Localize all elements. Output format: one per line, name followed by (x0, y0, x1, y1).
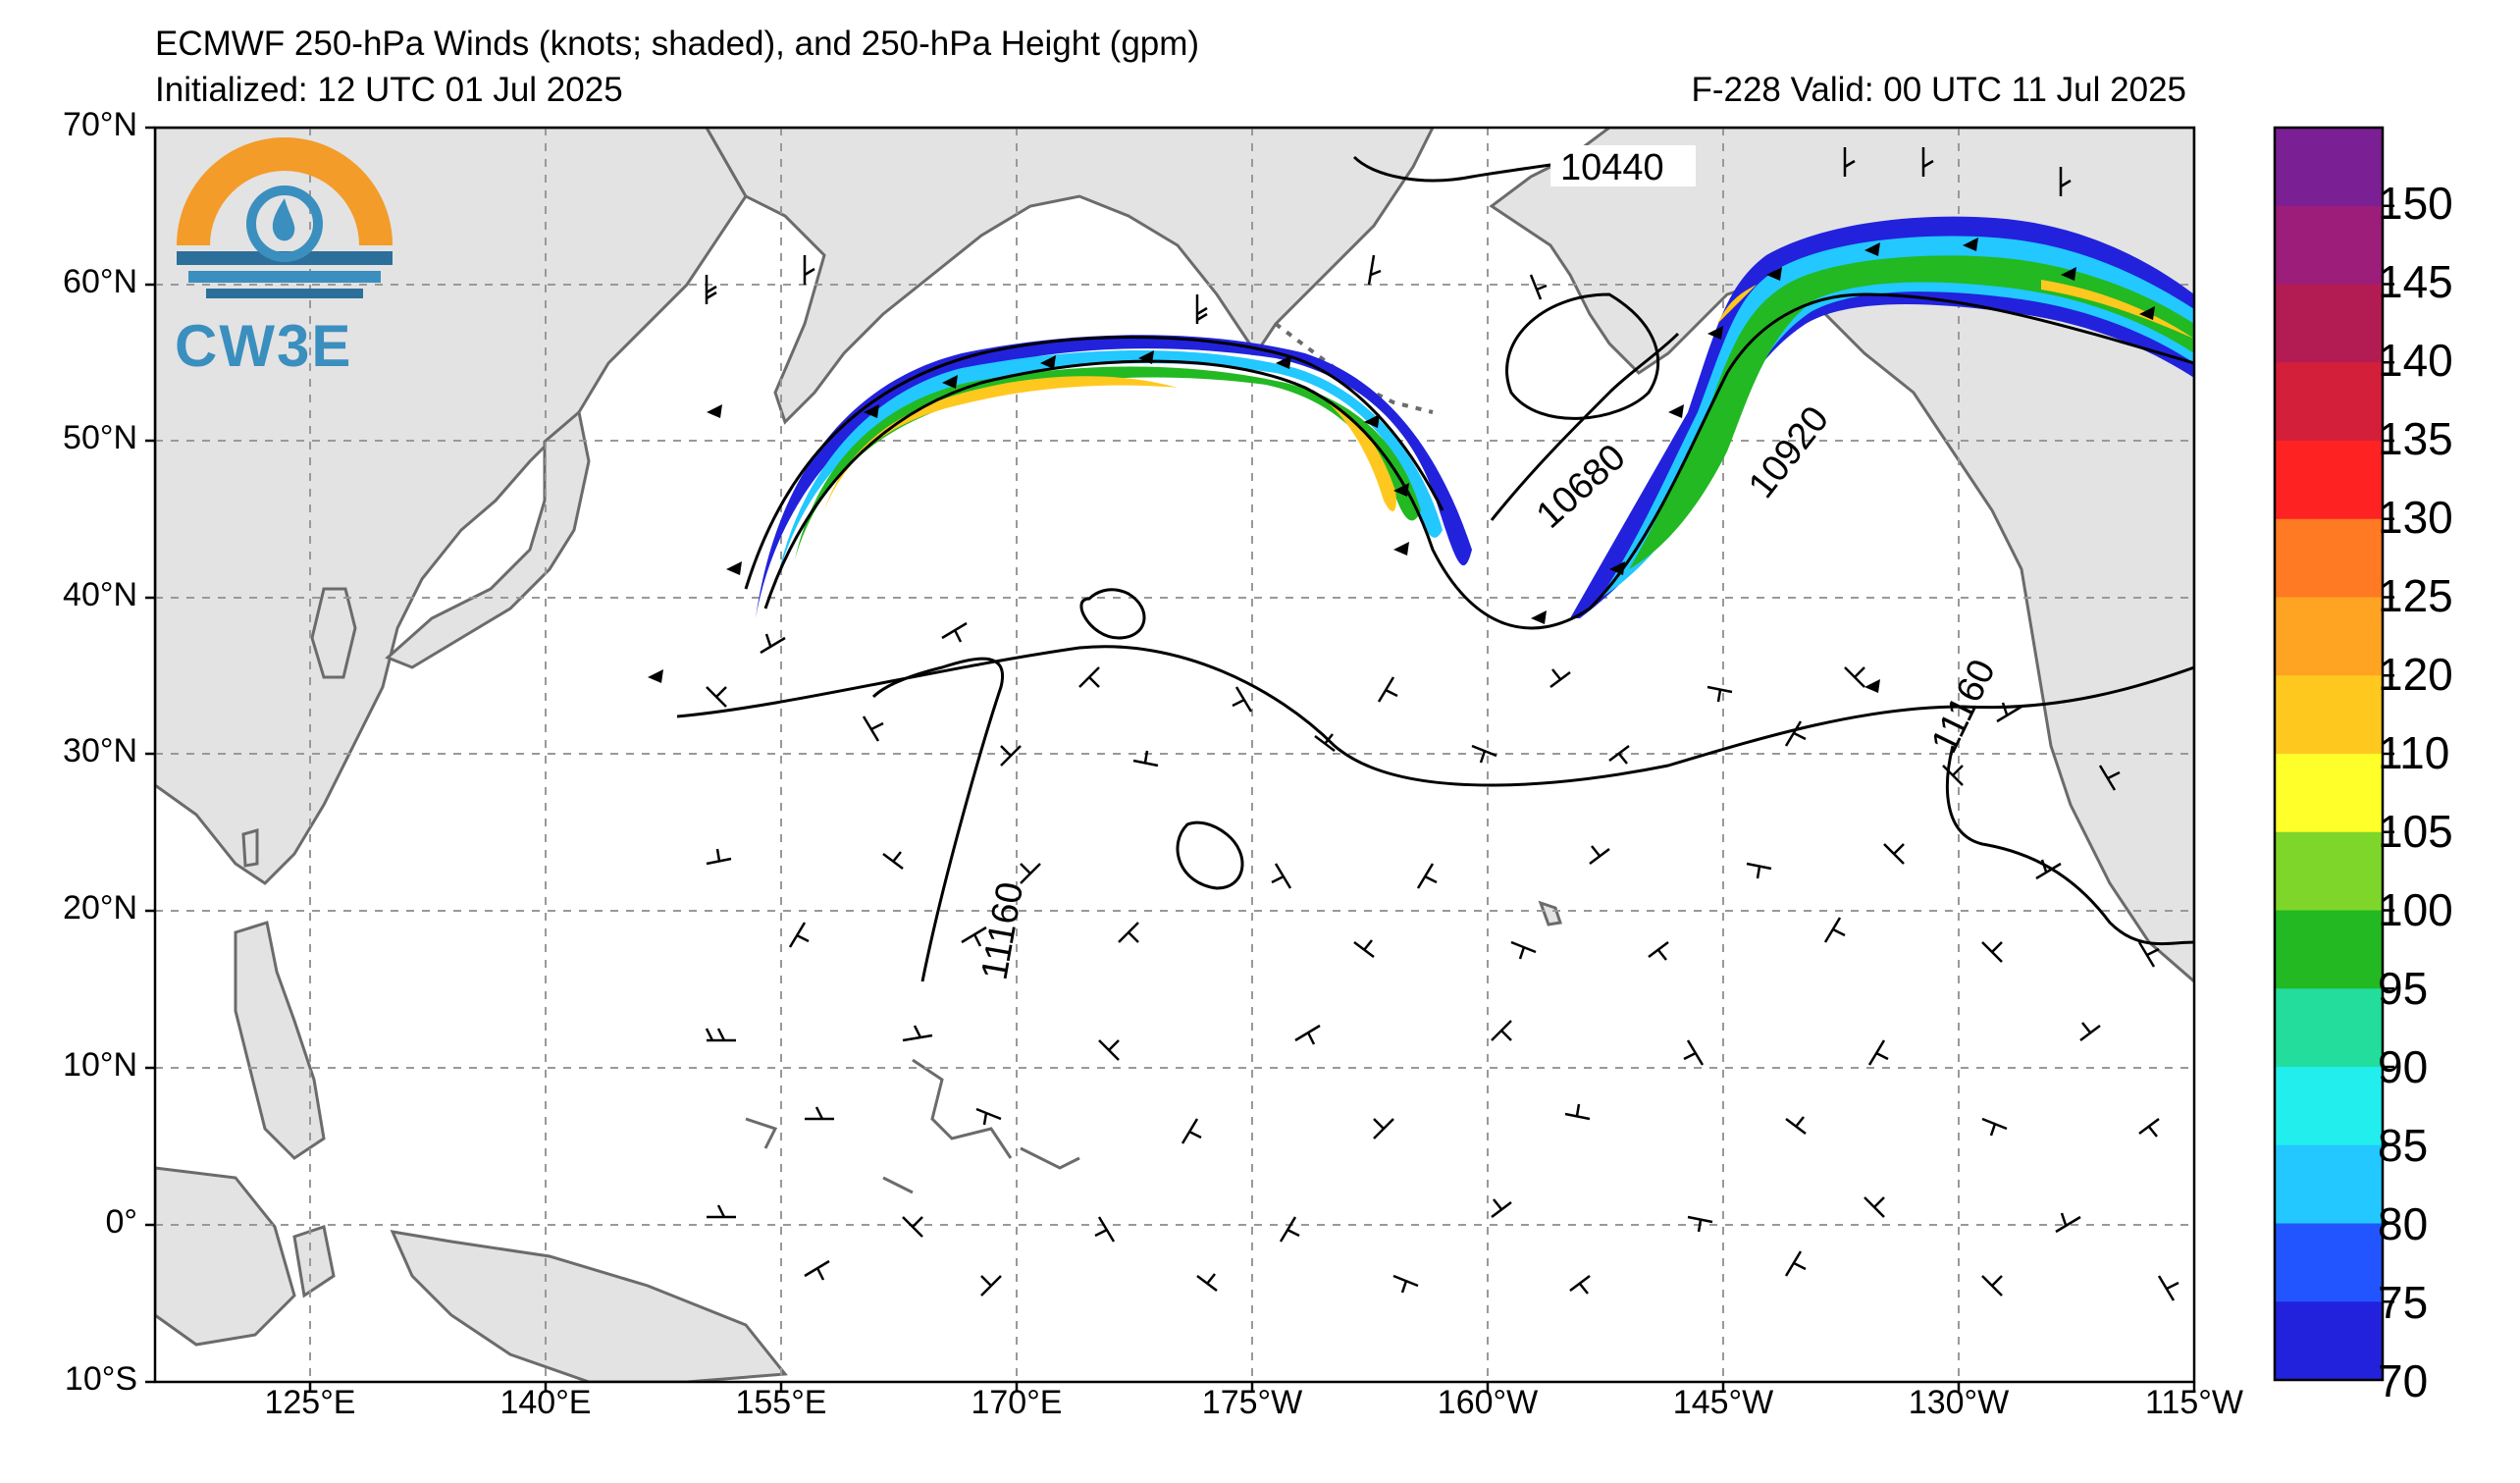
logo-text: CW3E (175, 313, 353, 379)
lon-label-140e: 140°E (499, 1384, 592, 1421)
lat-label-10s: 10°S (64, 1360, 137, 1398)
colorbar-label-80: 80 (2378, 1198, 2429, 1249)
colorbar-swatch (2275, 910, 2383, 989)
lat-label-0: 0° (105, 1203, 137, 1241)
colorbar-swatch (2275, 362, 2383, 442)
colorbar-label-70: 70 (2378, 1355, 2429, 1406)
colorbar-swatch (2275, 1067, 2383, 1146)
contour-label-10440: 10440 (1560, 147, 1664, 188)
lon-label-175w: 175°W (1201, 1384, 1303, 1421)
valid-time: F-228 Valid: 00 UTC 11 Jul 2025 (1691, 71, 2186, 109)
lat-label-50n: 50°N (63, 419, 137, 456)
colorbar-swatch (2275, 831, 2383, 911)
colorbar-swatch (2275, 518, 2383, 598)
jet-streak-west (756, 335, 1472, 618)
colorbar-swatch (2275, 1301, 2383, 1381)
land-philippines (234, 921, 326, 1160)
colorbar-label-130: 130 (2378, 492, 2453, 543)
colorbar-label-125: 125 (2378, 570, 2453, 621)
colorbar-label-110: 110 (2378, 727, 2450, 778)
lat-label-40n: 40°N (63, 576, 137, 613)
colorbar-label-150: 150 (2378, 178, 2453, 229)
colorbar-swatch (2275, 988, 2383, 1068)
colorbar-label-135: 135 (2378, 413, 2453, 464)
wind-barbs (705, 147, 2179, 1301)
colorbar-swatch (2275, 1144, 2383, 1224)
colorbar-swatch (2275, 128, 2383, 207)
colorbar-swatch (2275, 597, 2383, 676)
colorbar-label-140: 140 (2378, 335, 2453, 386)
colorbar-frame (2273, 126, 2385, 1382)
colorbar-swatch (2275, 754, 2383, 833)
colorbar-swatch (2275, 441, 2383, 520)
pennant-barbs (648, 238, 2155, 693)
lat-label-20n: 20°N (63, 889, 137, 927)
colorbar (2275, 128, 2394, 1381)
land-japan (385, 409, 591, 669)
colorbar-swatch (2275, 1223, 2383, 1302)
jet-streak-east (1570, 216, 2194, 618)
lat-label-60n: 60°N (63, 263, 137, 300)
colorbar-swatch (2275, 284, 2383, 363)
lon-label-155e: 155°E (735, 1384, 827, 1421)
lat-label-30n: 30°N (63, 732, 137, 769)
cw3e-logo (177, 137, 393, 298)
colorbar-swatch (2275, 675, 2383, 755)
colorbar-label-145: 145 (2378, 256, 2453, 307)
lat-label-10n: 10°N (63, 1046, 137, 1084)
map-title: ECMWF 250-hPa Winds (knots; shaded), and… (155, 25, 1200, 63)
lon-label-145w: 145°W (1672, 1384, 1774, 1421)
lon-label-130w: 130°W (1908, 1384, 2010, 1421)
lon-label-160w: 160°W (1437, 1384, 1539, 1421)
land-asia (155, 128, 748, 885)
colorbar-label-120: 120 (2378, 649, 2453, 700)
colorbar-label-100: 100 (2378, 884, 2453, 935)
lon-label-125e: 125°E (264, 1384, 356, 1421)
lon-label-115w: 115°W (2145, 1384, 2243, 1421)
colorbar-label-105: 105 (2378, 806, 2453, 857)
axis-ticks (145, 126, 2196, 1392)
colorbar-label-90: 90 (2378, 1041, 2429, 1092)
land-new-guinea (390, 1230, 788, 1382)
init-time: Initialized: 12 UTC 01 Jul 2025 (155, 71, 623, 109)
lat-label-70n: 70°N (63, 106, 137, 143)
land-siberia (705, 128, 1435, 425)
colorbar-label-85: 85 (2378, 1120, 2429, 1171)
colorbar-swatch (2275, 205, 2383, 285)
colorbar-label-95: 95 (2378, 963, 2429, 1014)
lon-label-170e: 170°E (971, 1384, 1063, 1421)
colorbar-label-75: 75 (2378, 1277, 2429, 1328)
land-indonesia (155, 1166, 296, 1347)
